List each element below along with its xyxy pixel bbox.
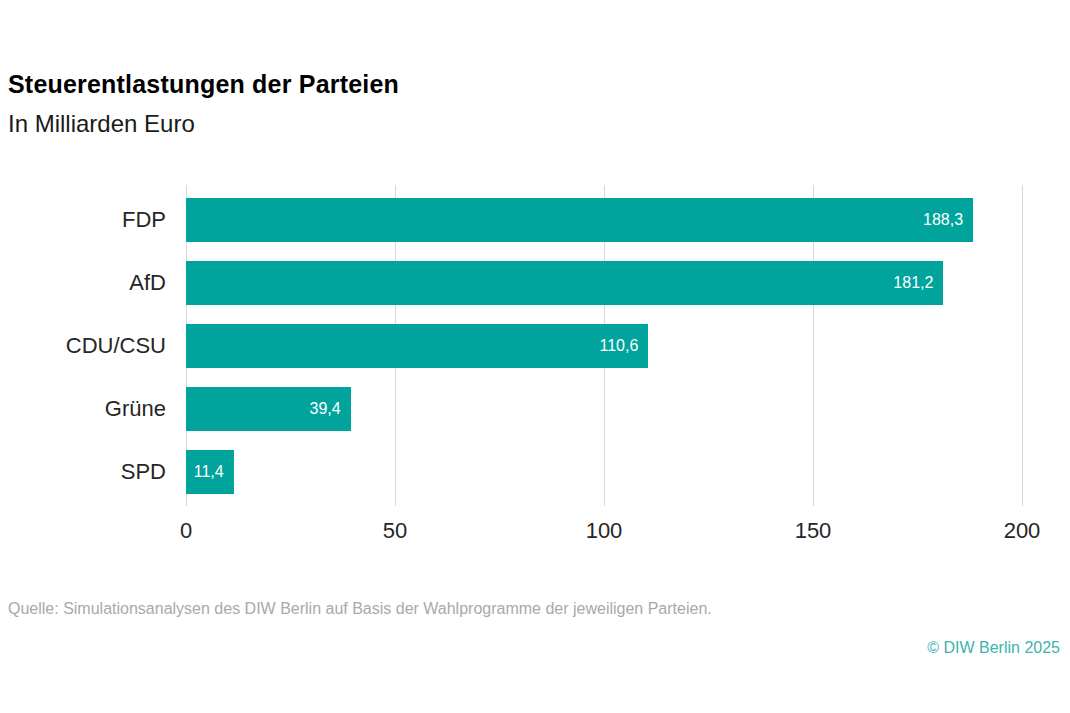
chart-title: Steuerentlastungen der Parteien: [8, 70, 399, 99]
category-labels: FDP AfD CDU/CSU Grüne SPD: [0, 185, 166, 496]
bar-value-label: 188,3: [923, 198, 963, 242]
plot-area: 188,3 181,2 110,6 39,4 11,4: [186, 185, 1022, 496]
bar: 188,3: [186, 198, 973, 242]
bar: 181,2: [186, 261, 943, 305]
category-label: FDP: [0, 198, 166, 242]
category-label: Grüne: [0, 387, 166, 431]
x-tick-label: 0: [146, 518, 226, 544]
bar-value-label: 39,4: [310, 387, 341, 431]
source-note: Quelle: Simulationsanalysen des DIW Berl…: [8, 600, 712, 618]
x-tick-label: 200: [982, 518, 1062, 544]
copyright-note: © DIW Berlin 2025: [927, 639, 1060, 657]
chart-figure: Steuerentlastungen der Parteien In Milli…: [0, 0, 1070, 713]
bar: 11,4: [186, 450, 234, 494]
gridline: [1022, 185, 1023, 506]
bar: 110,6: [186, 324, 648, 368]
category-label: CDU/CSU: [0, 324, 166, 368]
x-tick-label: 150: [773, 518, 853, 544]
category-label: AfD: [0, 261, 166, 305]
bar: 39,4: [186, 387, 351, 431]
x-tick-label: 100: [564, 518, 644, 544]
x-tick-label: 50: [355, 518, 435, 544]
bar-value-label: 181,2: [893, 261, 933, 305]
chart-subtitle: In Milliarden Euro: [8, 110, 195, 138]
bar-value-label: 110,6: [599, 324, 638, 368]
category-label: SPD: [0, 450, 166, 494]
x-axis: 0 50 100 150 200: [0, 518, 1070, 548]
bar-value-label: 11,4: [194, 450, 224, 494]
